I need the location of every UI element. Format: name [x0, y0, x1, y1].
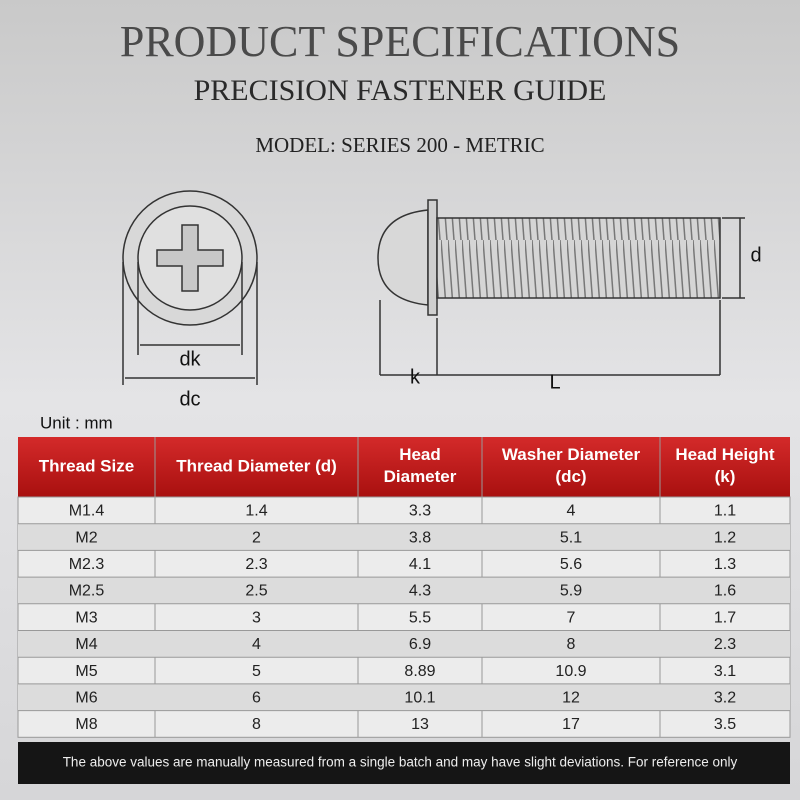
table-cell: M2 [75, 529, 97, 546]
table-cell: 2.3 [245, 556, 267, 573]
table-cell: 8 [567, 636, 576, 653]
table-cell: M8 [75, 716, 97, 733]
table-cell: 2.3 [714, 636, 736, 653]
dc-label: dc [179, 388, 200, 410]
header-cell: Head Diameter [384, 445, 457, 486]
header-cell: Head Height (k) [675, 445, 775, 486]
header-cell: Washer Diameter (dc) [502, 445, 641, 486]
table-cell: 7 [567, 609, 576, 626]
model: MODEL: SERIES 200 - METRIC [255, 133, 544, 157]
L-label: L [549, 371, 560, 393]
row-stripe [18, 683, 790, 711]
table-cell: 5.1 [560, 529, 582, 546]
table-cell: 5 [252, 663, 261, 680]
header-row [18, 437, 790, 497]
table-cell: 1.6 [714, 583, 736, 600]
side-view [377, 199, 745, 376]
table-cell: 4.3 [409, 583, 431, 600]
table-cell: M4 [75, 636, 97, 653]
row-stripe [18, 577, 790, 604]
table-cell: 3.1 [714, 663, 736, 680]
table-cell: 1.7 [714, 609, 736, 626]
table-cell: 6.9 [409, 636, 431, 653]
table-cell: 3.2 [714, 689, 736, 706]
table-cell: 1.3 [714, 556, 736, 573]
table-cell: 2 [252, 529, 261, 546]
table-cell: 4 [252, 636, 261, 653]
table-cell: 3 [252, 609, 261, 626]
table-cell: M2.5 [69, 583, 105, 600]
table-cell: 5.9 [560, 583, 582, 600]
subtitle: PRECISION FASTENER GUIDE [194, 74, 607, 107]
table-cell: 5.5 [409, 609, 431, 626]
header-cell: Thread Size [39, 456, 134, 475]
title: PRODUCT SPECIFICATIONS [120, 17, 680, 66]
unit: Unit : mm [40, 413, 113, 432]
table-cell: 8 [252, 716, 261, 733]
table-cell: 2.5 [245, 583, 267, 600]
table-cell: 6 [252, 689, 261, 706]
table-cell: 10.9 [555, 663, 586, 680]
row-stripe [18, 523, 790, 551]
table-cell: M3 [75, 609, 97, 626]
table-cell: 4.1 [409, 556, 431, 573]
table-cell: M6 [75, 689, 97, 706]
header-cell: Thread Diameter (d) [176, 456, 337, 475]
top-view [122, 190, 258, 385]
table-cell: 17 [562, 716, 580, 733]
table-cell: 13 [411, 716, 429, 733]
footnote: The above values are manually measured f… [63, 755, 738, 770]
table-cell: 1.1 [714, 503, 736, 520]
table-cell: M2.3 [69, 556, 105, 573]
table-cell: 4 [567, 503, 576, 520]
k-label: k [410, 366, 421, 388]
table-cell: 10.1 [404, 689, 435, 706]
table-cell: 1.2 [714, 529, 736, 546]
spec-table: Thread Size Thread Diameter (d) Head Diamet… [17, 437, 791, 738]
table-cell: M1.4 [69, 503, 105, 520]
table-cell: M5 [75, 663, 97, 680]
d-label: d [750, 244, 761, 266]
table-cell: 3.5 [714, 716, 736, 733]
footer-bar [18, 742, 790, 784]
table-cell: 3.3 [409, 503, 431, 520]
row-stripe [18, 630, 790, 658]
table-cell: 3.8 [409, 529, 431, 546]
table-cell: 5.6 [560, 556, 582, 573]
dk-label: dk [179, 348, 201, 370]
table-cell: 12 [562, 689, 580, 706]
table-cell: 1.4 [245, 503, 267, 520]
table-cell: 8.89 [404, 663, 435, 680]
